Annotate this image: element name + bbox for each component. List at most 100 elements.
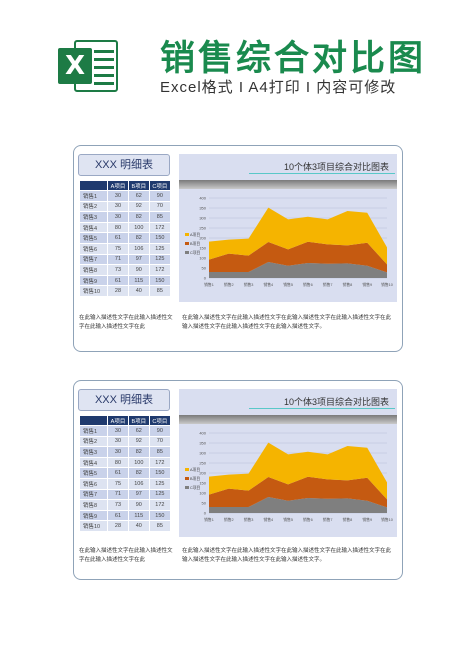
row-label: 销售2 bbox=[78, 435, 109, 448]
y-tick-label: 0 bbox=[204, 276, 207, 281]
legend-swatch bbox=[185, 486, 189, 489]
table-row: 销售5 61 82 150 bbox=[78, 467, 172, 479]
table-row: 销售6 75 106 125 bbox=[78, 242, 172, 255]
table-cell: 70 bbox=[148, 200, 172, 213]
area-series-1 bbox=[209, 262, 387, 278]
y-tick-label: 0 bbox=[204, 511, 207, 516]
table-cell: 150 bbox=[148, 232, 172, 244]
chart-panel: 10个体3项目综合对比图表 0 50 100 150 200 250 300 350 400 销售… bbox=[179, 389, 397, 537]
x-tick-label: 销售6 bbox=[303, 282, 313, 287]
table-row: 销售8 73 90 172 bbox=[78, 499, 172, 511]
table-cell: 75 bbox=[107, 242, 129, 255]
x-tick-label: 销售8 bbox=[343, 517, 353, 522]
excel-logo-letter: X bbox=[58, 48, 92, 84]
row-label: 销售5 bbox=[78, 467, 109, 479]
table-cell: 28 bbox=[107, 285, 129, 297]
column-header: B项目 bbox=[127, 415, 150, 426]
table-cell: 115 bbox=[127, 274, 150, 287]
table-cell: 150 bbox=[148, 274, 172, 287]
row-label: 销售3 bbox=[78, 211, 109, 223]
table-cell: 90 bbox=[127, 264, 150, 276]
table-cell: 40 bbox=[127, 520, 150, 532]
description-right: 在此输入描述性文字在此输入描述性文字在此输入描述性文字在此输入描述性文字在此输入… bbox=[182, 548, 392, 563]
description-left: 在此输入描述性文字在此输入描述性文字在此输入描述性文字在此 bbox=[79, 315, 173, 330]
table-row: 销售10 28 40 85 bbox=[78, 285, 172, 297]
row-label: 销售9 bbox=[78, 509, 109, 522]
table-cell: 80 bbox=[107, 456, 129, 469]
table-cell: 150 bbox=[148, 467, 172, 479]
description-right: 在此输入描述性文字在此输入描述性文字在此输入描述性文字在此输入描述性文字在此输入… bbox=[182, 315, 392, 330]
table-cell: 90 bbox=[148, 425, 172, 437]
row-label: 销售7 bbox=[78, 253, 109, 266]
row-label: 销售3 bbox=[78, 446, 109, 458]
x-tick-label: 销售10 bbox=[381, 282, 393, 287]
table-cell: 85 bbox=[148, 285, 172, 297]
table-cell: 30 bbox=[107, 425, 129, 437]
row-label: 销售9 bbox=[78, 274, 109, 287]
table-cell: 71 bbox=[107, 488, 129, 501]
table-row: 销售7 71 97 125 bbox=[78, 253, 172, 266]
table-cell: 172 bbox=[148, 264, 172, 276]
row-label: 销售6 bbox=[78, 242, 109, 255]
area-series-2 bbox=[209, 476, 387, 508]
table-row: 销售1 30 62 90 bbox=[78, 190, 172, 202]
excel-icon: X bbox=[58, 36, 120, 96]
table-cell: 172 bbox=[148, 456, 172, 469]
table-cell: 61 bbox=[107, 467, 129, 479]
table-cell: 75 bbox=[107, 477, 129, 490]
row-label: 销售6 bbox=[78, 477, 109, 490]
legend-label: C项目 bbox=[190, 485, 201, 490]
legend-swatch bbox=[185, 251, 189, 254]
row-label: 销售4 bbox=[78, 456, 109, 469]
legend-swatch bbox=[185, 468, 189, 471]
table-cell: 106 bbox=[127, 242, 150, 255]
legend-label: A项目 bbox=[190, 232, 200, 237]
table-cell: 82 bbox=[127, 211, 150, 223]
x-tick-label: 销售2 bbox=[224, 517, 234, 522]
column-header: A项目 bbox=[107, 180, 129, 191]
table-cell: 40 bbox=[127, 285, 150, 297]
stacked-area-chart: 0 50 100 150 200 250 300 350 400 销售1 销售2 销售3 销售4 销售5 销… bbox=[185, 196, 393, 287]
report-card-2: XXX 明细表 A项目 B项目 C项目 销售1 30 62 90 销售2 30 92 70 销售3 30… bbox=[73, 380, 403, 580]
table-cell: 125 bbox=[148, 477, 172, 490]
legend-label: A项目 bbox=[190, 467, 200, 472]
row-label: 销售1 bbox=[78, 425, 109, 437]
column-header: C项目 bbox=[148, 415, 172, 426]
y-tick-label: 150 bbox=[199, 481, 206, 486]
x-tick-label: 销售8 bbox=[343, 282, 353, 287]
table-row: 销售2 30 92 70 bbox=[78, 200, 172, 213]
table-cell: 30 bbox=[107, 446, 129, 458]
chart-header-bar bbox=[179, 180, 397, 189]
x-tick-label: 销售3 bbox=[244, 517, 254, 522]
y-tick-label: 250 bbox=[199, 226, 206, 231]
row-label: 销售10 bbox=[78, 285, 109, 297]
chart-header-bar bbox=[179, 415, 397, 424]
table-cell: 28 bbox=[107, 520, 129, 532]
y-tick-label: 300 bbox=[199, 451, 206, 456]
x-tick-label: 销售5 bbox=[283, 517, 293, 522]
table-cell: 71 bbox=[107, 253, 129, 266]
legend-label: C项目 bbox=[190, 250, 201, 255]
table-cell: 30 bbox=[107, 190, 129, 202]
table-cell: 115 bbox=[127, 509, 150, 522]
row-label: 销售10 bbox=[78, 520, 109, 532]
table-cell: 30 bbox=[107, 200, 129, 213]
y-tick-label: 350 bbox=[199, 206, 206, 211]
table-cell: 106 bbox=[127, 477, 150, 490]
row-label: 销售1 bbox=[78, 190, 109, 202]
column-header: C项目 bbox=[148, 180, 172, 191]
table-title: XXX 明细表 bbox=[78, 154, 170, 176]
table-cell: 172 bbox=[148, 221, 172, 234]
y-tick-label: 100 bbox=[199, 491, 206, 496]
y-tick-label: 400 bbox=[199, 196, 206, 201]
page-subtitle: Excel格式 I A4打印 I 内容可修改 bbox=[160, 79, 397, 96]
table-row: 销售8 73 90 172 bbox=[78, 264, 172, 276]
x-tick-label: 销售5 bbox=[283, 282, 293, 287]
area-series-1 bbox=[209, 497, 387, 513]
table-cell: 97 bbox=[127, 488, 150, 501]
table-cell: 73 bbox=[107, 264, 129, 276]
x-tick-label: 销售2 bbox=[224, 282, 234, 287]
x-tick-label: 销售4 bbox=[263, 282, 273, 287]
row-label: 销售4 bbox=[78, 221, 109, 234]
table-cell: 61 bbox=[107, 509, 129, 522]
